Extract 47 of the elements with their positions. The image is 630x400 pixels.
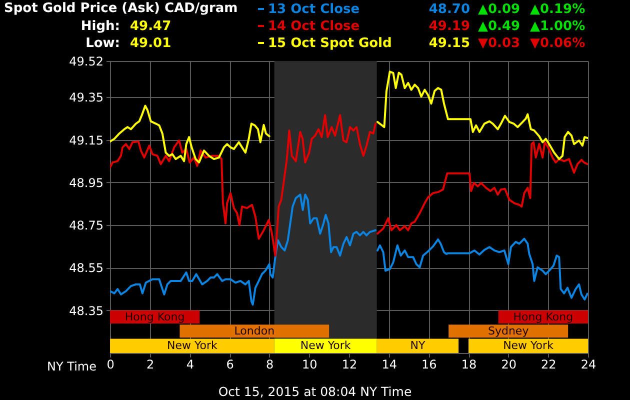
band-label: NY: [410, 338, 426, 352]
x-tick-label: 22: [541, 358, 556, 372]
x-tick-label: 6: [226, 358, 234, 372]
x-tick-label: 20: [501, 358, 516, 372]
x-axis-title: NY Time: [47, 360, 96, 374]
text: ▲0.49: [478, 19, 520, 34]
text: High:: [80, 19, 120, 34]
x-tick-label: 0: [106, 358, 114, 372]
x-tick-label: 10: [302, 358, 318, 372]
x-tick-label: 14: [382, 358, 397, 372]
y-tick-label: 49.35: [69, 90, 104, 105]
y-tick-label: 48.75: [69, 218, 104, 233]
legend-label: 13 Oct Close: [268, 2, 360, 17]
text: Low:: [86, 36, 120, 51]
x-tick-label: 24: [580, 358, 596, 372]
x-tick-label: 8: [266, 358, 274, 372]
text: 49.15: [428, 36, 470, 51]
band-label: New York: [300, 338, 352, 352]
y-tick-label: 48.55: [69, 261, 104, 276]
band-label: Hong Kong: [124, 310, 185, 324]
text: ▲0.09: [478, 2, 520, 17]
x-tick-label: 12: [342, 358, 358, 372]
text: 48.70: [428, 2, 470, 17]
x-tick-label: 18: [461, 358, 477, 372]
text: 49.01: [130, 36, 172, 51]
y-tick-label: 48.35: [69, 304, 104, 318]
band-label: New York: [503, 338, 554, 352]
text: ▼0.03: [478, 36, 520, 51]
band-label: New York: [166, 338, 218, 352]
chart-title: Spot Gold Price (Ask) CAD/gram: [4, 1, 238, 16]
y-tick-label: 48.95: [69, 176, 104, 190]
legend-label: 14 Oct Close: [268, 19, 360, 34]
band-label: London: [234, 324, 275, 338]
y-tick-label: 49.52: [69, 54, 104, 68]
text: 49.19: [428, 19, 470, 34]
x-tick-label: 2: [146, 358, 154, 372]
text: 49.47: [130, 19, 172, 34]
text: ▲1.00%: [530, 19, 586, 34]
y-tick-label: 49.15: [69, 133, 104, 148]
x-tick-label: 16: [422, 358, 437, 372]
band-label: Hong Kong: [513, 310, 574, 324]
legend-label: 15 Oct Spot Gold: [268, 36, 392, 51]
text: ▲0.19%: [530, 2, 586, 17]
text: ▼0.06%: [530, 36, 586, 51]
band-label: Sydney: [488, 324, 530, 338]
x-tick-label: 4: [186, 358, 194, 372]
text: Oct 15, 2015 at 08:04 NY Time: [218, 384, 412, 399]
